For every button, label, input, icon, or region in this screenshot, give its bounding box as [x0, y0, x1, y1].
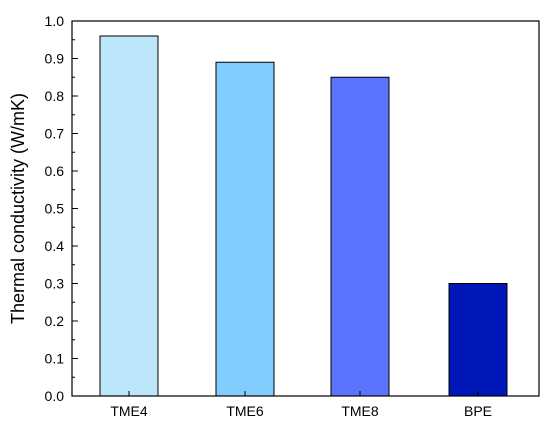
y-tick-label: 0.1	[45, 351, 65, 367]
plot-frame	[71, 20, 540, 397]
y-ticks-group: 0.0 0.1 0.2 0.3 0.4 0.5 0.6 0.7 0.8 0.9 1.0	[45, 13, 78, 404]
y-tick-label: 0.8	[45, 88, 65, 104]
x-tick-label-tme4: TME4	[110, 403, 148, 419]
y-tick-label: 0.5	[45, 201, 65, 217]
x-tick-label-tme6: TME6	[226, 403, 264, 419]
bar-tme4	[99, 35, 159, 397]
y-axis-title: Thermal conductivity (W/mK)	[8, 93, 28, 324]
x-ticks-group: TME4 TME6 TME8 BPE	[110, 391, 492, 419]
y-tick-label: 0.0	[45, 388, 65, 404]
bar-bpe	[448, 283, 508, 397]
y-tick-label: 0.7	[45, 126, 65, 142]
bar-tme8	[330, 76, 390, 397]
y-tick-label: 0.2	[45, 313, 65, 329]
x-tick-label-bpe: BPE	[464, 403, 492, 419]
y-tick-label: 0.4	[45, 238, 65, 254]
bars-group	[99, 35, 508, 397]
y-tick-label: 0.3	[45, 276, 65, 292]
y-tick-label: 0.9	[45, 51, 65, 67]
x-tick-label-tme8: TME8	[341, 403, 379, 419]
y-tick-label: 0.6	[45, 163, 65, 179]
bar-tme6	[215, 61, 275, 397]
y-tick-label: 1.0	[45, 13, 65, 29]
